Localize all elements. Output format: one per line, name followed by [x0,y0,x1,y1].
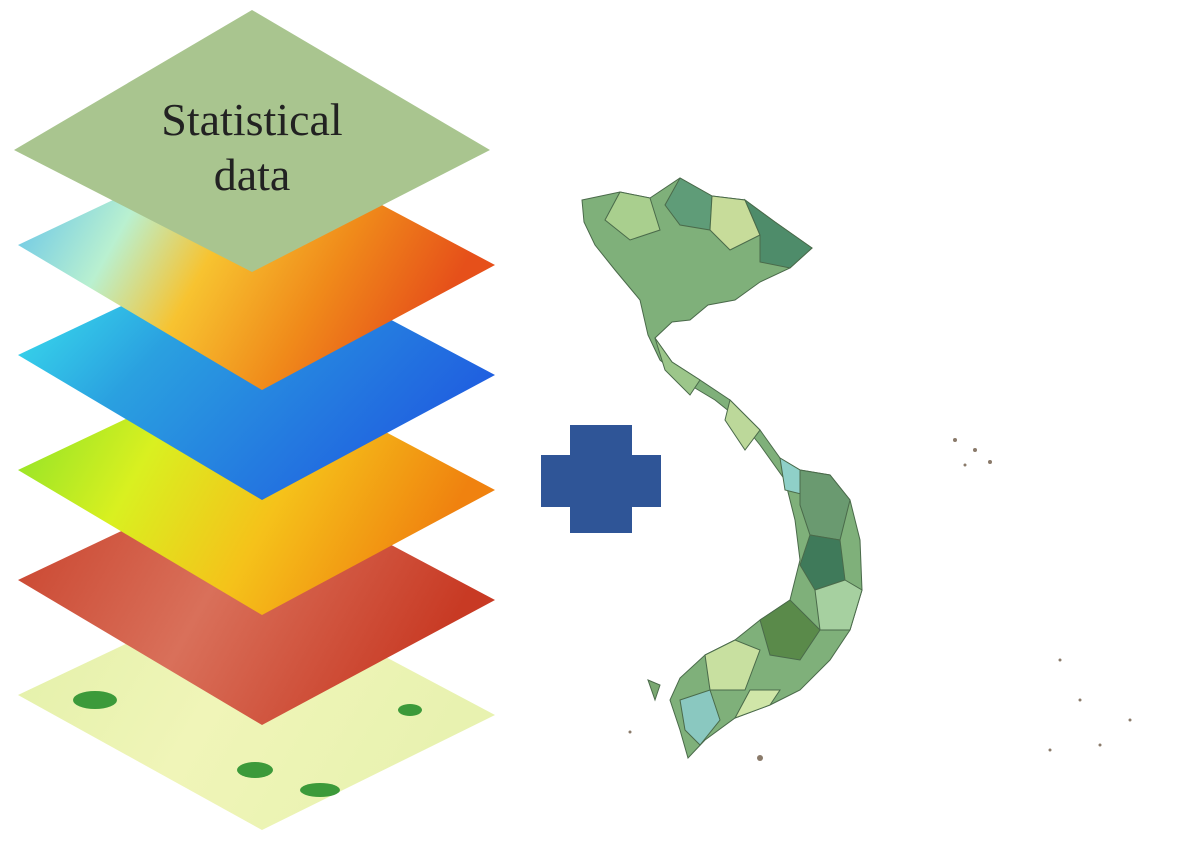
plus-sign [541,425,661,533]
layer-label: data [214,149,291,200]
diagram: Statistical data [0,0,1178,848]
layer-label: Statistical [161,94,342,145]
layer-stack: Statistical data [14,10,495,830]
